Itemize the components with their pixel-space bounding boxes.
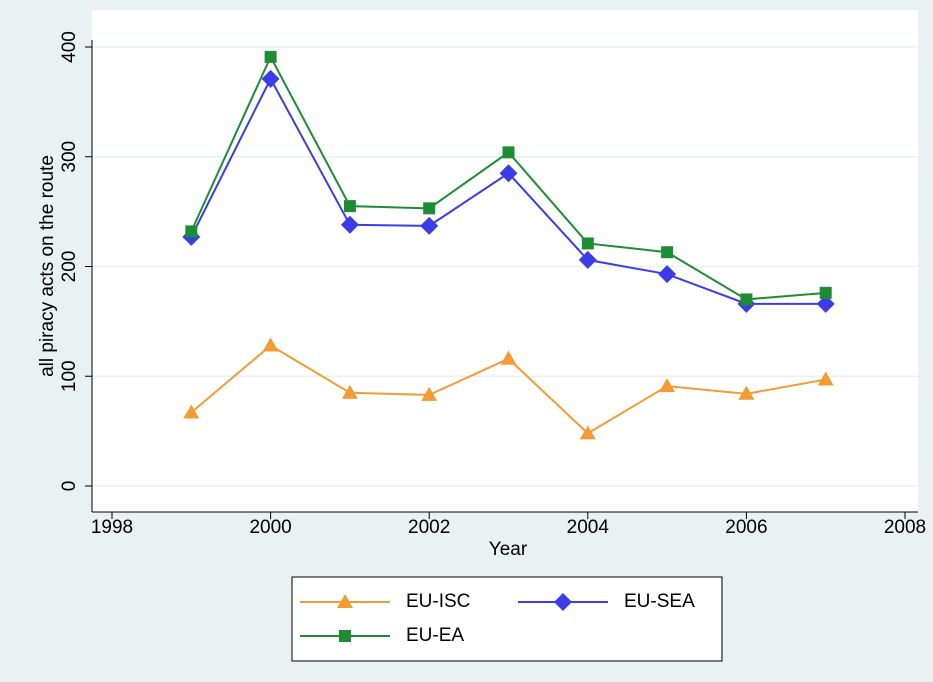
legend-label: EU-SEA <box>624 591 695 612</box>
x-tick-label: 2000 <box>249 517 291 538</box>
y-tick-label: 200 <box>59 251 80 283</box>
marker <box>423 202 436 215</box>
marker <box>499 164 518 183</box>
marker <box>661 246 674 259</box>
marker <box>817 371 834 386</box>
y-axis-label: all piracy acts on the route <box>37 155 58 377</box>
marker <box>185 225 198 238</box>
legend-marker <box>554 593 572 611</box>
marker <box>340 215 359 234</box>
y-tick-label: 0 <box>59 481 80 492</box>
legend-marker <box>339 630 351 642</box>
x-tick-label: 2008 <box>884 517 926 538</box>
plot-region <box>92 10 918 512</box>
x-tick-label: 1998 <box>91 517 133 538</box>
marker <box>658 265 677 284</box>
x-axis-label: Year <box>489 539 528 560</box>
marker <box>738 385 755 400</box>
x-tick-label: 2002 <box>408 517 450 538</box>
y-tick-label: 100 <box>59 360 80 392</box>
legend-label: EU-ISC <box>406 591 470 612</box>
marker <box>264 50 277 63</box>
marker <box>421 386 438 401</box>
legend-marker <box>337 594 353 608</box>
marker <box>502 146 515 159</box>
marker <box>659 378 676 393</box>
marker <box>262 337 279 352</box>
marker <box>341 384 358 399</box>
x-tick-label: 2006 <box>725 517 767 538</box>
marker <box>581 237 594 250</box>
marker <box>183 404 200 419</box>
marker <box>261 69 280 88</box>
marker <box>500 350 517 365</box>
y-tick-label: 300 <box>59 141 80 173</box>
marker <box>420 216 439 235</box>
marker <box>816 294 835 313</box>
legend-label: EU-EA <box>406 625 464 646</box>
y-tick-label: 400 <box>59 31 80 63</box>
marker <box>819 286 832 299</box>
marker <box>343 200 356 213</box>
legend-box <box>291 576 723 662</box>
x-tick-label: 2004 <box>567 517 610 538</box>
marker <box>579 425 596 440</box>
marker <box>740 293 753 306</box>
marker <box>578 250 597 269</box>
